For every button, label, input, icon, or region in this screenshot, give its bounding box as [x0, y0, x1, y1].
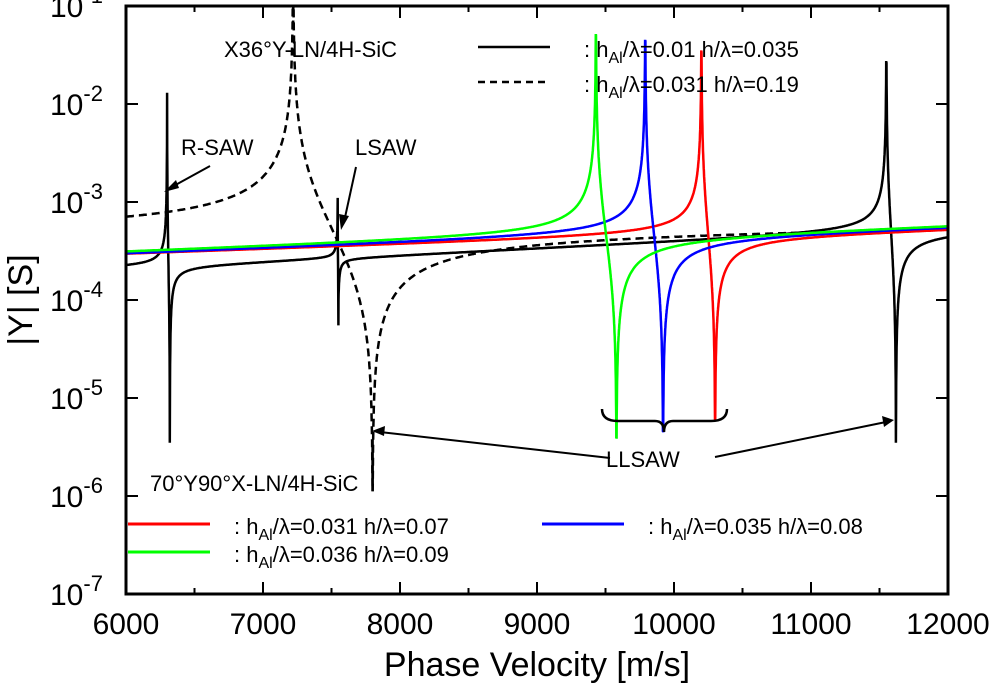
x-tick-label: 7000: [230, 608, 297, 641]
series-line-green: [126, 33, 948, 439]
legend-blue-label: : hAl/λ=0.035 h/λ=0.08: [648, 514, 863, 544]
legend-x36-dashed-label: : hAl/λ=0.031 h/λ=0.19: [584, 72, 799, 102]
legend-x36-title: X36°Y-LN/4H-SiC: [224, 37, 397, 62]
x-tick-label: 11000: [770, 608, 851, 641]
x-tick-label: 8000: [367, 608, 434, 641]
y-tick-label: 10-4: [50, 277, 103, 318]
legend-70y90x: 70°Y90°X-LN/4H-SiC : hAl/λ=0.031 h/λ=0.0…: [128, 471, 863, 572]
annotation-llsaw-arrowhead-right: [882, 416, 894, 427]
annotation-llsaw-arrow-right: [714, 421, 887, 458]
annotation-llsaw-arrow-left: [379, 431, 611, 459]
annotation-lsaw: LSAW: [355, 135, 417, 160]
y-axis-label: |Y| [S]: [2, 254, 40, 345]
y-tick-label: 10-6: [50, 473, 103, 514]
annotation-r-saw-arrowhead: [164, 180, 179, 192]
y-tick-label: 10-1: [50, 0, 103, 24]
annotation-lsaw-arrowhead: [339, 214, 349, 230]
y-tick-label: 10-7: [50, 571, 103, 612]
y-tick-label: 10-3: [50, 179, 103, 220]
y-tick-label: 10-2: [50, 81, 103, 122]
series-line-x36_solid: [125, 60, 949, 443]
annotation-layer: R-SAW LSAW LLSAW: [164, 135, 894, 472]
annotation-llsaw: LLSAW: [606, 447, 680, 472]
annotation-lsaw-arrow: [343, 166, 357, 223]
tick-layer: 6000 7000 8000 9000 10000 11000 12000 10-7 10-6 1…: [50, 0, 990, 641]
legend-x36: X36°Y-LN/4H-SiC : hAl/λ=0.01 h/λ=0.035 :…: [224, 37, 799, 102]
x-tick-label: 9000: [504, 608, 571, 641]
plot-frame: [124, 4, 950, 596]
legend-x36-solid-label: : hAl/λ=0.01 h/λ=0.035: [584, 37, 799, 67]
annotation-llsaw-brace: [600, 408, 729, 433]
legend-red-label: : hAl/λ=0.031 h/λ=0.07: [234, 514, 449, 544]
series-layer: [125, 4, 949, 492]
series-line-blue: [126, 39, 948, 433]
series-line-red: [126, 50, 948, 422]
annotation-r-saw: R-SAW: [181, 135, 254, 160]
legend-70y90x-title: 70°Y90°X-LN/4H-SiC: [150, 471, 358, 496]
x-axis-label: Phase Velocity [m/s]: [384, 646, 690, 684]
y-tick-label: 10-5: [50, 375, 103, 416]
annotation-llsaw-arrowhead-left: [372, 426, 385, 436]
x-tick-label: 6000: [93, 608, 160, 641]
x-tick-label: 12000: [906, 608, 989, 641]
legend-green-label: : hAl/λ=0.036 h/λ=0.09: [234, 542, 449, 572]
x-tick-label: 10000: [632, 608, 715, 641]
